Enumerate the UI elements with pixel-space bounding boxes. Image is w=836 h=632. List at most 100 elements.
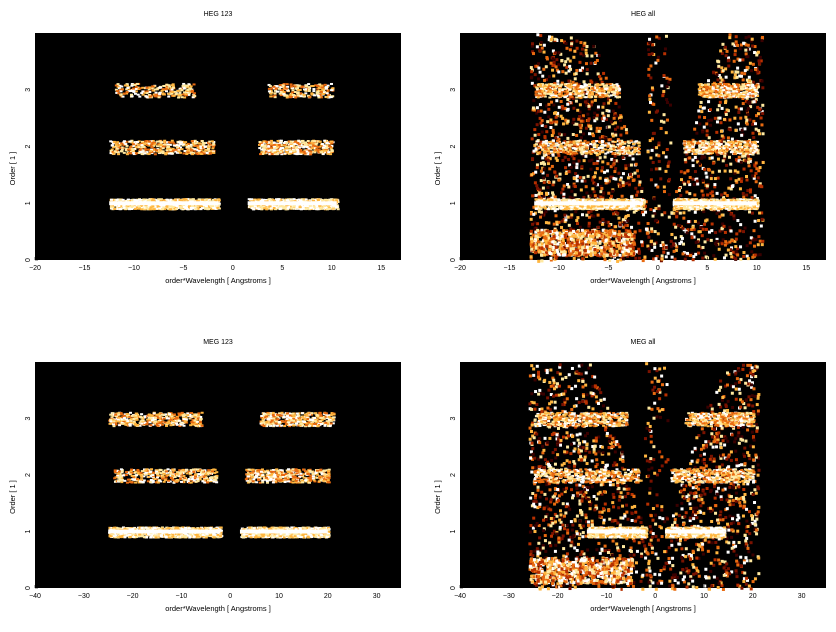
heatmap-cell bbox=[745, 178, 748, 181]
heatmap-cell bbox=[325, 147, 328, 149]
heatmap-cell bbox=[645, 228, 648, 231]
heatmap-cell bbox=[589, 168, 592, 171]
heatmap-cell bbox=[326, 92, 329, 94]
heatmap-cell bbox=[563, 214, 566, 217]
heatmap-cell bbox=[268, 198, 271, 200]
heatmap-cell bbox=[651, 43, 654, 46]
heatmap-cell bbox=[138, 96, 141, 98]
heatmap-cell bbox=[699, 105, 702, 108]
heatmap-cell bbox=[738, 75, 741, 78]
heatmap-cell bbox=[641, 187, 644, 190]
heatmap-cell bbox=[554, 136, 557, 139]
heatmap-cell bbox=[201, 207, 204, 209]
heatmap-cell bbox=[717, 158, 720, 161]
heatmap-cell bbox=[218, 203, 221, 205]
heatmap-cell bbox=[189, 87, 192, 89]
heatmap-cell bbox=[575, 40, 578, 43]
heatmap-cell bbox=[578, 61, 581, 64]
heatmap-cell bbox=[540, 211, 543, 214]
heatmap-cell bbox=[552, 181, 555, 184]
heatmap-cell bbox=[744, 69, 747, 72]
heatmap-cell bbox=[206, 152, 209, 154]
heatmap-cell bbox=[761, 104, 764, 107]
heatmap-cell bbox=[561, 159, 564, 162]
heatmap-cell bbox=[672, 244, 675, 247]
heatmap-cell bbox=[569, 48, 572, 51]
heatmap-cell bbox=[318, 148, 321, 150]
heatmap-cell bbox=[619, 258, 622, 261]
heatmap-cell bbox=[171, 89, 174, 91]
heatmap-cell bbox=[650, 168, 653, 171]
heatmap-cell bbox=[558, 132, 561, 135]
y-tick-label: 3 bbox=[25, 88, 32, 92]
heatmap-cell bbox=[734, 49, 737, 52]
heatmap-cell bbox=[177, 150, 180, 152]
heatmap-cell bbox=[725, 54, 728, 57]
heatmap-cell bbox=[143, 143, 146, 145]
heatmap-cell bbox=[683, 183, 686, 186]
heatmap-cell bbox=[148, 94, 151, 96]
heatmap-cell bbox=[542, 187, 545, 190]
heatmap-cell bbox=[573, 177, 576, 180]
heatmap-cell bbox=[570, 166, 573, 169]
heatmap-cell bbox=[309, 151, 312, 153]
heatmap-cell bbox=[646, 245, 649, 248]
heatmap-cell bbox=[286, 86, 289, 88]
heatmap-cell bbox=[163, 140, 166, 142]
heatmap-cell bbox=[331, 149, 334, 151]
heatmap-cell bbox=[572, 118, 575, 121]
heatmap-cell bbox=[135, 146, 138, 148]
heatmap-cell bbox=[158, 96, 161, 98]
heatmap-cell bbox=[760, 225, 763, 228]
heatmap-cell bbox=[663, 211, 666, 214]
heatmap-cell bbox=[711, 171, 714, 174]
heatmap-cell bbox=[614, 128, 617, 131]
heatmap-cell bbox=[132, 143, 135, 145]
heatmap-cell bbox=[660, 120, 663, 123]
heatmap-cell bbox=[308, 89, 311, 91]
heatmap-cell bbox=[688, 156, 691, 159]
heatmap-cell bbox=[702, 194, 705, 197]
heatmap-cell bbox=[707, 79, 710, 82]
heatmap-cell bbox=[318, 87, 321, 89]
heatmap-cell bbox=[626, 219, 629, 222]
heatmap-cell bbox=[263, 207, 266, 209]
heatmap-cell bbox=[551, 165, 554, 168]
heatmap-cell bbox=[604, 258, 607, 261]
heatmap-cell bbox=[612, 110, 615, 113]
heatmap-cell bbox=[666, 119, 669, 122]
heatmap-cell bbox=[698, 162, 701, 165]
heatmap-cell bbox=[593, 175, 596, 178]
heatmap-cell bbox=[754, 165, 757, 168]
heatmap-cell bbox=[580, 120, 583, 123]
heatmap-cell bbox=[667, 81, 670, 84]
heatmap-cell bbox=[719, 49, 722, 52]
heatmap-cell bbox=[757, 59, 760, 62]
heatmap-cell bbox=[710, 177, 713, 180]
heatmap-cell bbox=[731, 71, 734, 74]
heatmap-cell bbox=[557, 51, 560, 54]
heatmap-cell bbox=[747, 158, 750, 161]
heatmap-cell bbox=[323, 205, 326, 207]
heatmap-cell bbox=[330, 89, 333, 91]
heatmap-cell bbox=[565, 66, 568, 69]
heatmap-cell bbox=[579, 126, 582, 129]
heatmap-cell bbox=[532, 213, 535, 216]
heatmap-cell bbox=[315, 143, 318, 145]
heatmap-cell bbox=[285, 151, 288, 153]
heatmap-cell bbox=[300, 95, 303, 97]
chart-title: HEG 123 bbox=[204, 11, 233, 18]
heatmap-cell bbox=[129, 141, 132, 143]
heatmap-cell bbox=[735, 158, 738, 161]
heatmap-cell bbox=[700, 110, 703, 113]
heatmap-cell bbox=[623, 125, 626, 128]
heatmap-cell bbox=[566, 103, 569, 106]
heatmap-cell bbox=[549, 118, 552, 121]
heatmap-cell bbox=[755, 180, 758, 183]
heatmap-cell bbox=[541, 130, 544, 133]
heatmap-cell bbox=[654, 219, 657, 222]
heatmap-cell bbox=[744, 116, 747, 119]
heatmap-cell bbox=[747, 257, 750, 260]
heatmap-cell bbox=[741, 155, 744, 158]
heatmap-cell bbox=[617, 172, 620, 175]
